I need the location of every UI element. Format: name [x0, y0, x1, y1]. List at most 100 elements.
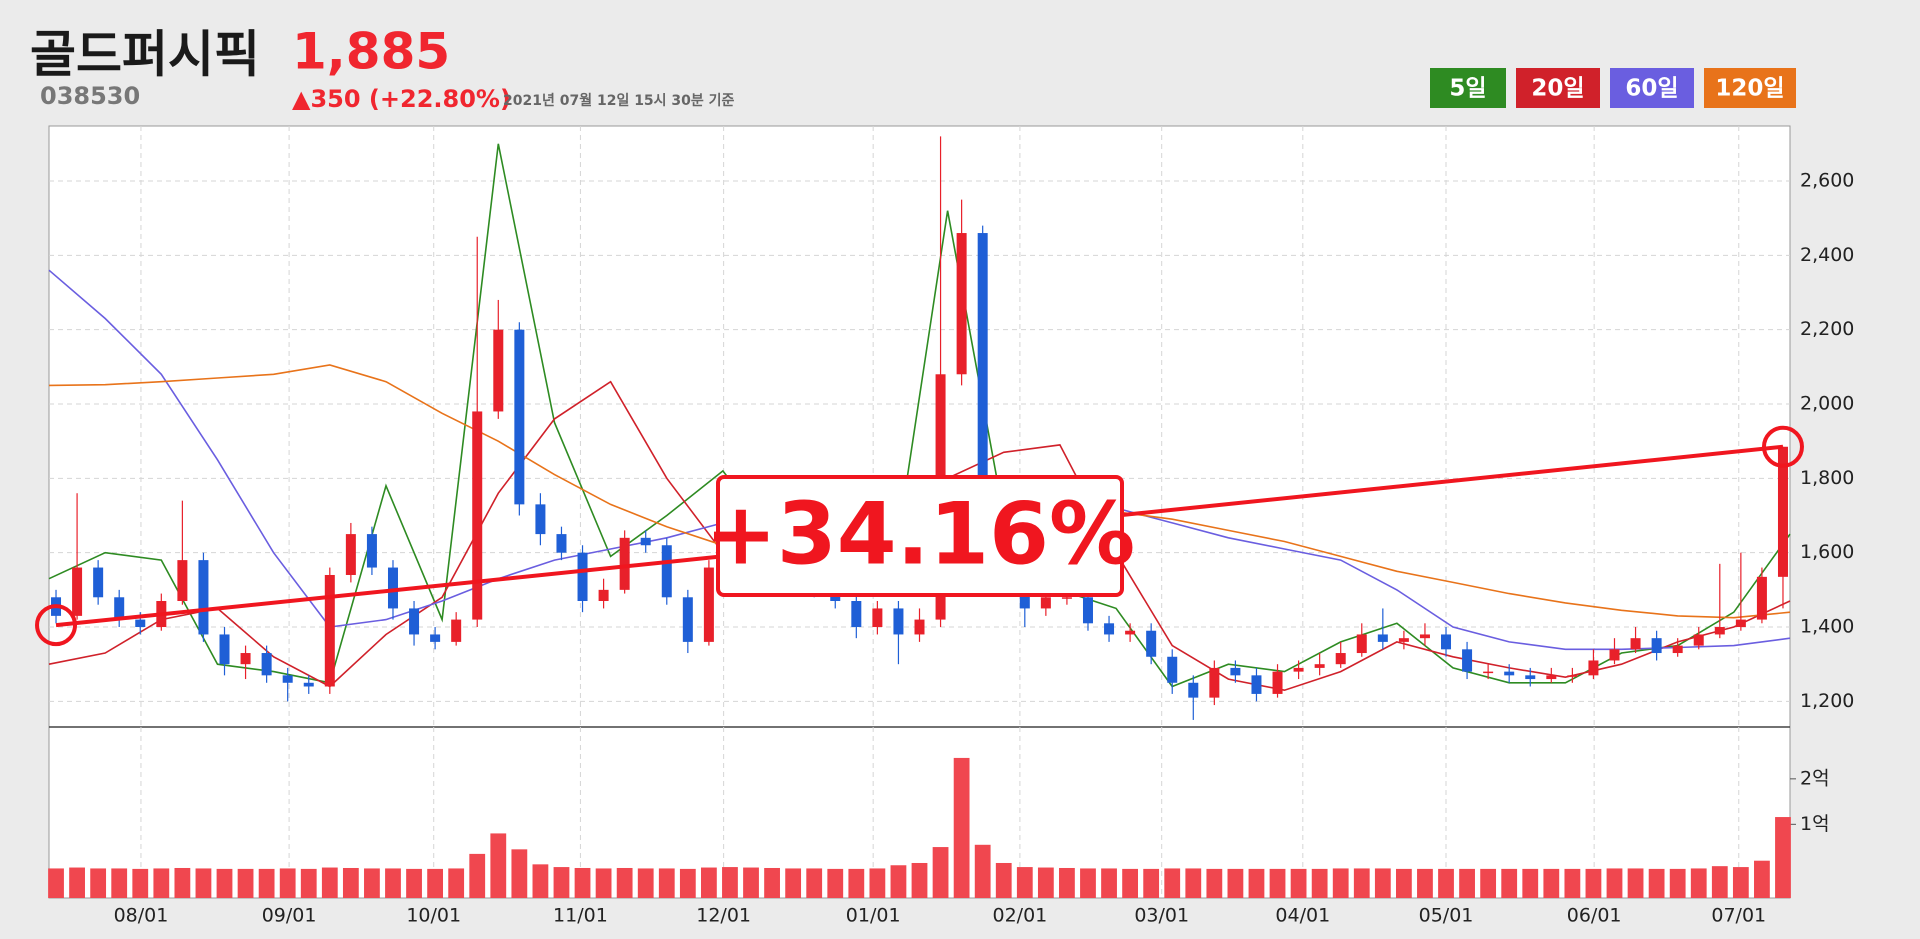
annotation-marker	[35, 604, 78, 647]
volume-bar	[1080, 868, 1096, 898]
candle-body	[177, 560, 188, 602]
legend-label: 20일	[1531, 76, 1584, 102]
x-tick-label: 09/01	[262, 905, 317, 927]
x-tick-label: 03/01	[1134, 905, 1189, 927]
candle-body	[1104, 623, 1115, 635]
y-tick-label: 1,600	[1800, 541, 1854, 563]
candle-body	[598, 589, 609, 602]
volume-bar	[1185, 868, 1202, 898]
legend-button[interactable]: 5일	[1430, 68, 1506, 108]
candle-body	[1314, 664, 1325, 668]
candle-body	[1272, 671, 1283, 694]
candle-body	[493, 329, 504, 412]
candle-body	[1419, 634, 1430, 639]
y-tick-label: 1억	[1800, 813, 1830, 835]
candle-body	[1293, 667, 1304, 672]
candle-body	[1377, 634, 1388, 642]
volume-bar	[1501, 868, 1518, 898]
volume-bar	[1122, 868, 1139, 898]
x-tick-label: 06/01	[1567, 905, 1622, 927]
volume-bar	[722, 867, 738, 898]
annotation-marker	[1761, 425, 1804, 468]
volume-bar	[869, 868, 886, 898]
y-tick-label: 1,800	[1800, 467, 1854, 489]
candle-body	[409, 608, 420, 635]
volume-bar	[279, 868, 296, 898]
x-tick-label: 11/01	[553, 905, 608, 927]
candle-body	[198, 560, 209, 635]
volume-bar	[364, 868, 380, 898]
volume-bar	[111, 868, 128, 898]
candle-body	[1525, 675, 1536, 680]
legend-button[interactable]: 20일	[1516, 68, 1600, 108]
moving-average-line	[48, 143, 1791, 688]
candle-body	[1230, 667, 1241, 676]
volume-bar	[1037, 867, 1054, 898]
candle-body	[114, 597, 125, 620]
candle-body	[324, 574, 335, 687]
candle-body	[1609, 649, 1620, 661]
candle-body	[1040, 597, 1051, 609]
volume-bar	[658, 868, 675, 898]
legend-label: 120일	[1715, 76, 1784, 102]
x-tick-label: 04/01	[1275, 905, 1330, 927]
x-tick-label: 10/01	[406, 905, 461, 927]
x-tick-label: 01/01	[846, 905, 901, 927]
candle-body	[1714, 627, 1725, 635]
candle-body	[93, 567, 104, 598]
candle-body	[577, 552, 588, 602]
candle-body	[72, 567, 83, 616]
candle-body	[1756, 576, 1767, 620]
volume-bar	[174, 867, 191, 898]
volume-bar	[1627, 868, 1644, 898]
candle-body	[1504, 671, 1515, 676]
volume-bar	[406, 868, 422, 898]
volume-bar	[932, 847, 949, 898]
candle-body	[1483, 671, 1494, 674]
y-tick-label: 1,400	[1800, 616, 1854, 638]
volume-bar	[953, 757, 970, 898]
volume-bar	[511, 849, 528, 898]
legend-button[interactable]: 60일	[1610, 68, 1694, 108]
candle-body	[556, 534, 567, 553]
volume-bar	[300, 868, 317, 898]
volume-bar	[764, 867, 780, 898]
candle-body	[345, 534, 356, 575]
volume-bar	[890, 865, 907, 898]
volume-bar	[90, 868, 107, 898]
legend-button[interactable]: 120일	[1704, 68, 1796, 108]
volume-bar	[469, 853, 486, 898]
stock-price: 1,885	[292, 23, 450, 81]
volume-bar	[1732, 867, 1749, 898]
volume-bar	[195, 868, 212, 898]
y-tick-label: 2,000	[1800, 393, 1854, 415]
stock-name: 골드퍼시픽	[30, 26, 260, 84]
volume-bar	[1395, 868, 1412, 898]
legend-label: 5일	[1449, 76, 1486, 102]
volume-bar	[1206, 868, 1223, 898]
candle-body	[1188, 682, 1199, 698]
volume-bar	[1101, 868, 1117, 898]
candle-body	[261, 653, 272, 676]
volume-bar	[1353, 868, 1370, 898]
candle-body	[1356, 634, 1367, 654]
candle-body	[1061, 597, 1072, 599]
volume-bar	[1711, 866, 1728, 898]
volume-bar	[1332, 868, 1349, 898]
candle-body	[872, 608, 883, 628]
candle-body	[1251, 675, 1262, 694]
candle-body	[682, 597, 693, 642]
timestamp: 2021년 07월 12일 15시 30분 기준	[503, 92, 735, 109]
volume-bar	[637, 868, 654, 898]
x-tick-label: 07/01	[1711, 905, 1766, 927]
volume-bar	[574, 867, 591, 898]
volume-bar	[1016, 867, 1033, 898]
annotation-box	[716, 475, 1124, 597]
volume-bar	[153, 868, 170, 898]
candle-body	[1398, 638, 1409, 642]
volume-bar	[1290, 868, 1307, 898]
volume-bar	[69, 867, 85, 898]
volume-bar	[1564, 868, 1581, 898]
